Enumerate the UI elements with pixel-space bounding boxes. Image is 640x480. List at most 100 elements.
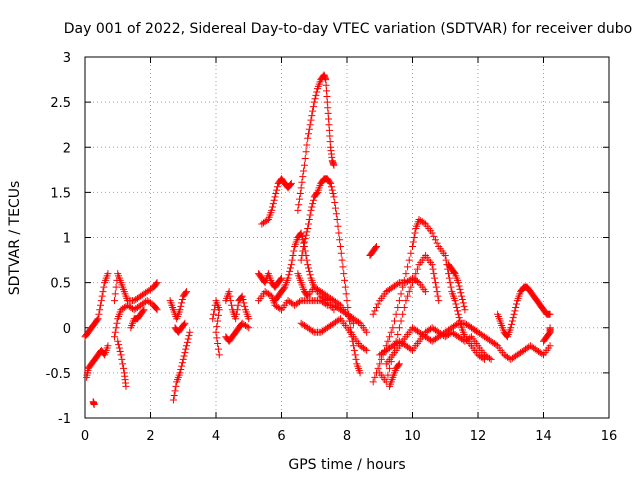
data-point: [344, 303, 352, 311]
data-point: [343, 297, 351, 305]
data-point: [395, 361, 403, 369]
data-point: [111, 290, 119, 298]
data-point: [431, 279, 439, 287]
series-s13: [222, 319, 253, 345]
data-point: [330, 161, 338, 169]
y-tick-label: 0.5: [50, 277, 71, 292]
data-point: [112, 283, 120, 291]
data-point: [287, 180, 295, 188]
data-point: [98, 292, 106, 300]
data-point: [450, 268, 458, 276]
y-tick-label: -1: [58, 412, 71, 427]
data-point: [457, 289, 465, 297]
data-point: [456, 285, 464, 293]
data-point: [509, 314, 517, 322]
series-s7: [127, 306, 148, 332]
data-point: [311, 95, 319, 103]
data-point: [350, 346, 358, 354]
data-point: [442, 256, 450, 264]
series-s28: [386, 360, 403, 390]
data-point: [113, 319, 121, 327]
data-point: [507, 324, 515, 332]
data-point: [376, 360, 384, 368]
data-point: [445, 270, 453, 278]
data-point: [234, 301, 242, 309]
data-point: [342, 290, 350, 298]
data-point: [332, 204, 340, 212]
data-point: [454, 307, 462, 315]
data-point: [492, 341, 500, 349]
data-point: [104, 342, 112, 350]
data-point: [286, 267, 294, 275]
data-point: [153, 306, 161, 314]
data-point: [334, 222, 342, 230]
data-point: [296, 298, 304, 306]
data-point: [300, 167, 308, 175]
data-point: [428, 261, 436, 269]
data-point: [300, 243, 308, 251]
data-point: [452, 300, 460, 308]
data-point: [371, 373, 379, 381]
axis-ticks: [84, 56, 610, 419]
data-point: [170, 391, 178, 399]
data-point: [288, 256, 296, 264]
x-tick-label: 10: [404, 429, 421, 444]
x-tick-label: 2: [146, 429, 154, 444]
data-point: [171, 387, 179, 395]
data-point: [351, 351, 359, 359]
data-point: [397, 290, 405, 298]
data-point: [345, 317, 353, 325]
data-point: [297, 229, 305, 237]
data-point: [508, 317, 516, 325]
x-tick-labels: 0 2 4 6 8 10 12 14 16: [81, 429, 617, 444]
data-point: [413, 265, 421, 273]
data-point: [307, 116, 315, 124]
data-point: [420, 219, 428, 227]
data-point: [276, 305, 284, 313]
data-point: [363, 346, 371, 354]
x-tick-label: 14: [535, 429, 552, 444]
data-point: [214, 311, 222, 319]
data-point: [270, 196, 278, 204]
data-point: [273, 186, 281, 194]
data-point: [184, 335, 192, 343]
data-point: [331, 199, 339, 207]
data-point: [307, 206, 315, 214]
x-tick-label: 8: [343, 429, 351, 444]
x-tick-label: 12: [470, 429, 487, 444]
data-point: [225, 288, 233, 296]
data-point: [182, 289, 190, 297]
data-point: [176, 306, 184, 314]
series-s22: [366, 243, 380, 260]
data-point: [268, 206, 276, 214]
data-point: [110, 333, 118, 341]
data-point: [152, 305, 160, 313]
data-point: [374, 364, 382, 372]
data-point: [402, 270, 410, 278]
data-point: [115, 344, 123, 352]
data-point: [454, 279, 462, 287]
data-point: [441, 252, 449, 260]
data-point: [273, 183, 281, 191]
data-point: [177, 365, 185, 373]
data-point: [361, 345, 369, 353]
series-s10: [171, 319, 189, 336]
data-point: [294, 206, 302, 214]
data-point: [94, 315, 102, 323]
data-point: [301, 155, 309, 163]
data-point: [310, 98, 318, 106]
data-point: [371, 307, 379, 315]
series-s23: [369, 274, 430, 318]
data-point: [304, 134, 312, 142]
data-point: [268, 203, 276, 211]
data-point: [394, 331, 402, 339]
data-point: [214, 340, 222, 348]
data-point: [399, 310, 407, 318]
data-point: [327, 183, 335, 191]
data-point: [227, 297, 235, 305]
x-tick-label: 4: [212, 429, 220, 444]
data-point: [290, 247, 298, 255]
data-point: [413, 277, 421, 285]
data-point: [386, 333, 394, 341]
